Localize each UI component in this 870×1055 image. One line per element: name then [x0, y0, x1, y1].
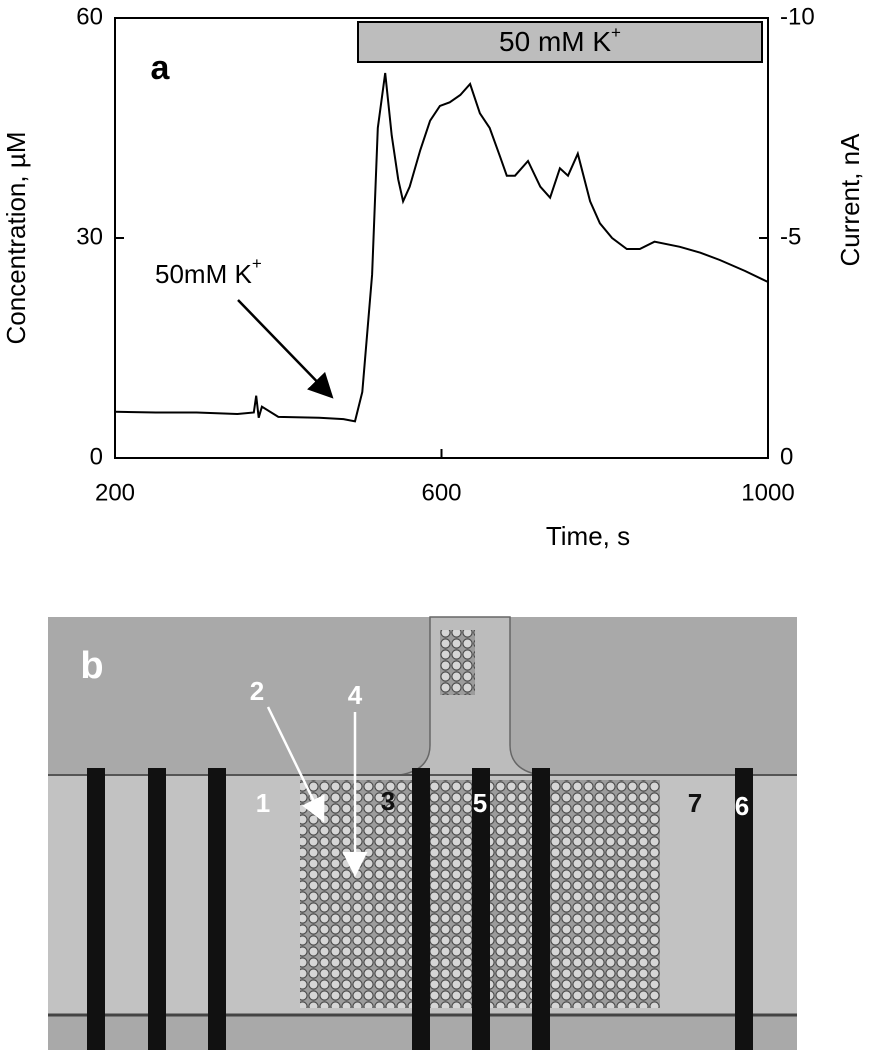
banner: 50 mM K+ — [499, 23, 621, 57]
x-tick-label: 200 — [95, 479, 135, 506]
cell-label: 6 — [735, 791, 749, 821]
plot-frame — [114, 17, 769, 459]
banner-box — [357, 21, 763, 63]
panel-label: a — [151, 49, 171, 87]
panel-label: b — [80, 645, 103, 687]
annotation: 50mM K+ — [155, 254, 262, 288]
cell-label: 4 — [348, 680, 363, 710]
annotation-arrow — [237, 299, 334, 399]
y2-tick-label: -5 — [780, 223, 801, 250]
annotation-sup: + — [252, 254, 262, 273]
annotation-text: 50mM K — [155, 259, 252, 289]
micrograph — [48, 616, 797, 1050]
data-line — [114, 72, 769, 423]
cell-label: 7 — [688, 788, 702, 818]
y-tick-label: 0 — [90, 443, 103, 470]
y2-axis-title: Current, nA — [835, 133, 865, 267]
y2-tick-label: -10 — [780, 3, 815, 30]
cell-label: 5 — [473, 788, 487, 818]
cell-label: 2 — [250, 676, 264, 706]
banner-sup: + — [611, 23, 621, 42]
x-axis-title: Time, s — [546, 521, 630, 551]
y-tick-label: 60 — [76, 3, 103, 30]
y-tick-label: 30 — [76, 223, 103, 250]
y-axis-title: Concentration, µM — [1, 132, 31, 345]
cell-label: 1 — [256, 788, 270, 818]
y2-tick-label: 0 — [780, 443, 793, 470]
banner-text: 50 mM K — [499, 26, 611, 57]
x-tick-label: 1000 — [741, 479, 794, 506]
cell-label: 3 — [381, 786, 395, 816]
x-tick-label: 600 — [421, 479, 461, 506]
